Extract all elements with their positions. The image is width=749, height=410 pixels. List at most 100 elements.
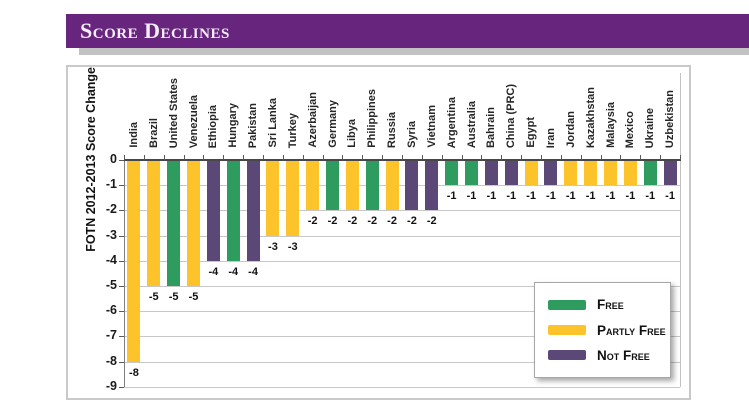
x-axis-tick: [640, 155, 642, 160]
legend-swatch-not_free: [548, 350, 586, 361]
x-axis-tick: [282, 155, 284, 160]
bar: [524, 161, 538, 186]
bar: [504, 161, 518, 186]
legend-swatch-free: [548, 299, 586, 310]
value-label: -1: [585, 190, 596, 203]
bar: [445, 161, 459, 186]
category-label: Iran: [544, 127, 557, 148]
x-axis-tick: [143, 155, 145, 160]
value-label: -2: [407, 215, 417, 228]
value-label: -2: [347, 215, 358, 228]
bar: [484, 161, 498, 186]
value-label: -5: [168, 291, 179, 303]
category-label: Egypt: [525, 117, 538, 148]
category-label: Russia: [386, 111, 399, 148]
value-label: -4: [228, 265, 239, 278]
y-axis-tick: [119, 160, 124, 161]
x-axis-tick: [580, 155, 582, 160]
y-tick-label: -5: [105, 278, 117, 292]
value-label: -5: [148, 291, 159, 303]
y-axis-tick: [119, 386, 124, 388]
bar: [623, 161, 637, 186]
category-label: Venezuela: [187, 94, 200, 148]
legend-label: Free: [597, 297, 624, 313]
bar: [246, 161, 260, 261]
category-label: Malaysia: [604, 102, 617, 148]
category-label: United States: [167, 77, 180, 148]
x-axis-tick: [660, 155, 662, 160]
y-axis-tick: [119, 336, 124, 338]
category-label: Vietnam: [425, 105, 438, 148]
legend-item-partly_free: Partly Free: [548, 323, 670, 338]
category-label: Libya: [346, 119, 359, 148]
gridline: [124, 361, 680, 363]
page-title-banner: Score Declines: [66, 14, 749, 48]
gridline: [124, 286, 680, 287]
value-label: -5: [188, 291, 199, 303]
value-label: -1: [526, 190, 536, 203]
category-label: Jordan: [564, 111, 577, 148]
x-axis-tick: [124, 155, 125, 160]
legend-item-not_free: Not Free: [548, 348, 670, 363]
category-label: Bahrain: [485, 107, 498, 148]
category-label: Mexico: [624, 110, 637, 148]
value-label: -1: [605, 190, 616, 203]
x-axis-tick: [521, 155, 523, 160]
category-label: Australia: [465, 100, 478, 148]
value-label: -2: [426, 215, 437, 228]
category-label: Turkey: [286, 112, 299, 148]
category-label: Brazil: [147, 118, 160, 148]
value-label: -1: [665, 190, 675, 203]
plot-right-border: [680, 73, 681, 387]
y-tick-label: -6: [105, 303, 117, 318]
x-axis-tick: [441, 155, 443, 160]
bar: [465, 161, 478, 186]
x-axis-tick: [163, 155, 165, 160]
gridline: [124, 260, 680, 262]
category-label: Philippines: [366, 89, 379, 148]
legend-item-free: Free: [548, 297, 670, 312]
gridline: [124, 185, 680, 187]
x-axis-tick: [322, 155, 324, 160]
x-axis-tick: [183, 155, 185, 160]
bar: [604, 161, 617, 186]
y-axis-tick: [119, 210, 124, 212]
bar: [326, 161, 339, 211]
gridline: [124, 336, 680, 338]
x-axis-line: [124, 159, 681, 161]
category-label: India: [127, 122, 140, 148]
bar: [643, 161, 657, 186]
x-axis-tick: [541, 155, 542, 160]
bar: [306, 161, 320, 211]
bar: [405, 161, 419, 211]
bar: [206, 161, 220, 261]
y-axis-tick: [119, 235, 124, 237]
value-label: -1: [506, 190, 517, 203]
gridline: [124, 386, 680, 388]
category-label: Sri Lanka: [266, 98, 279, 148]
page-title: Score Declines: [80, 18, 230, 43]
category-label: Syria: [405, 121, 418, 148]
x-axis-tick: [362, 155, 364, 160]
value-label: -8: [129, 366, 139, 379]
legend-label: Partly Free: [597, 322, 666, 338]
bar: [544, 161, 558, 186]
x-axis-tick: [243, 155, 245, 160]
chart: FOTN 2012-2013 Score Change 0 -1 -2 -3 -4 -5-…: [66, 65, 691, 400]
bar: [226, 161, 240, 261]
banner-shadow: [79, 48, 749, 55]
value-label: -4: [248, 265, 258, 278]
value-label: -1: [645, 190, 656, 203]
value-label: -1: [466, 190, 477, 203]
bar: [385, 161, 399, 211]
value-label: -1: [446, 190, 457, 203]
bar: [425, 161, 439, 211]
x-axis-tick: [302, 155, 304, 160]
bar: [365, 161, 379, 211]
y-tick-label: -8: [105, 353, 117, 368]
gridline: [124, 311, 680, 313]
x-axis-tick: [461, 155, 463, 160]
value-label: -2: [327, 215, 338, 228]
bar: [147, 161, 161, 286]
